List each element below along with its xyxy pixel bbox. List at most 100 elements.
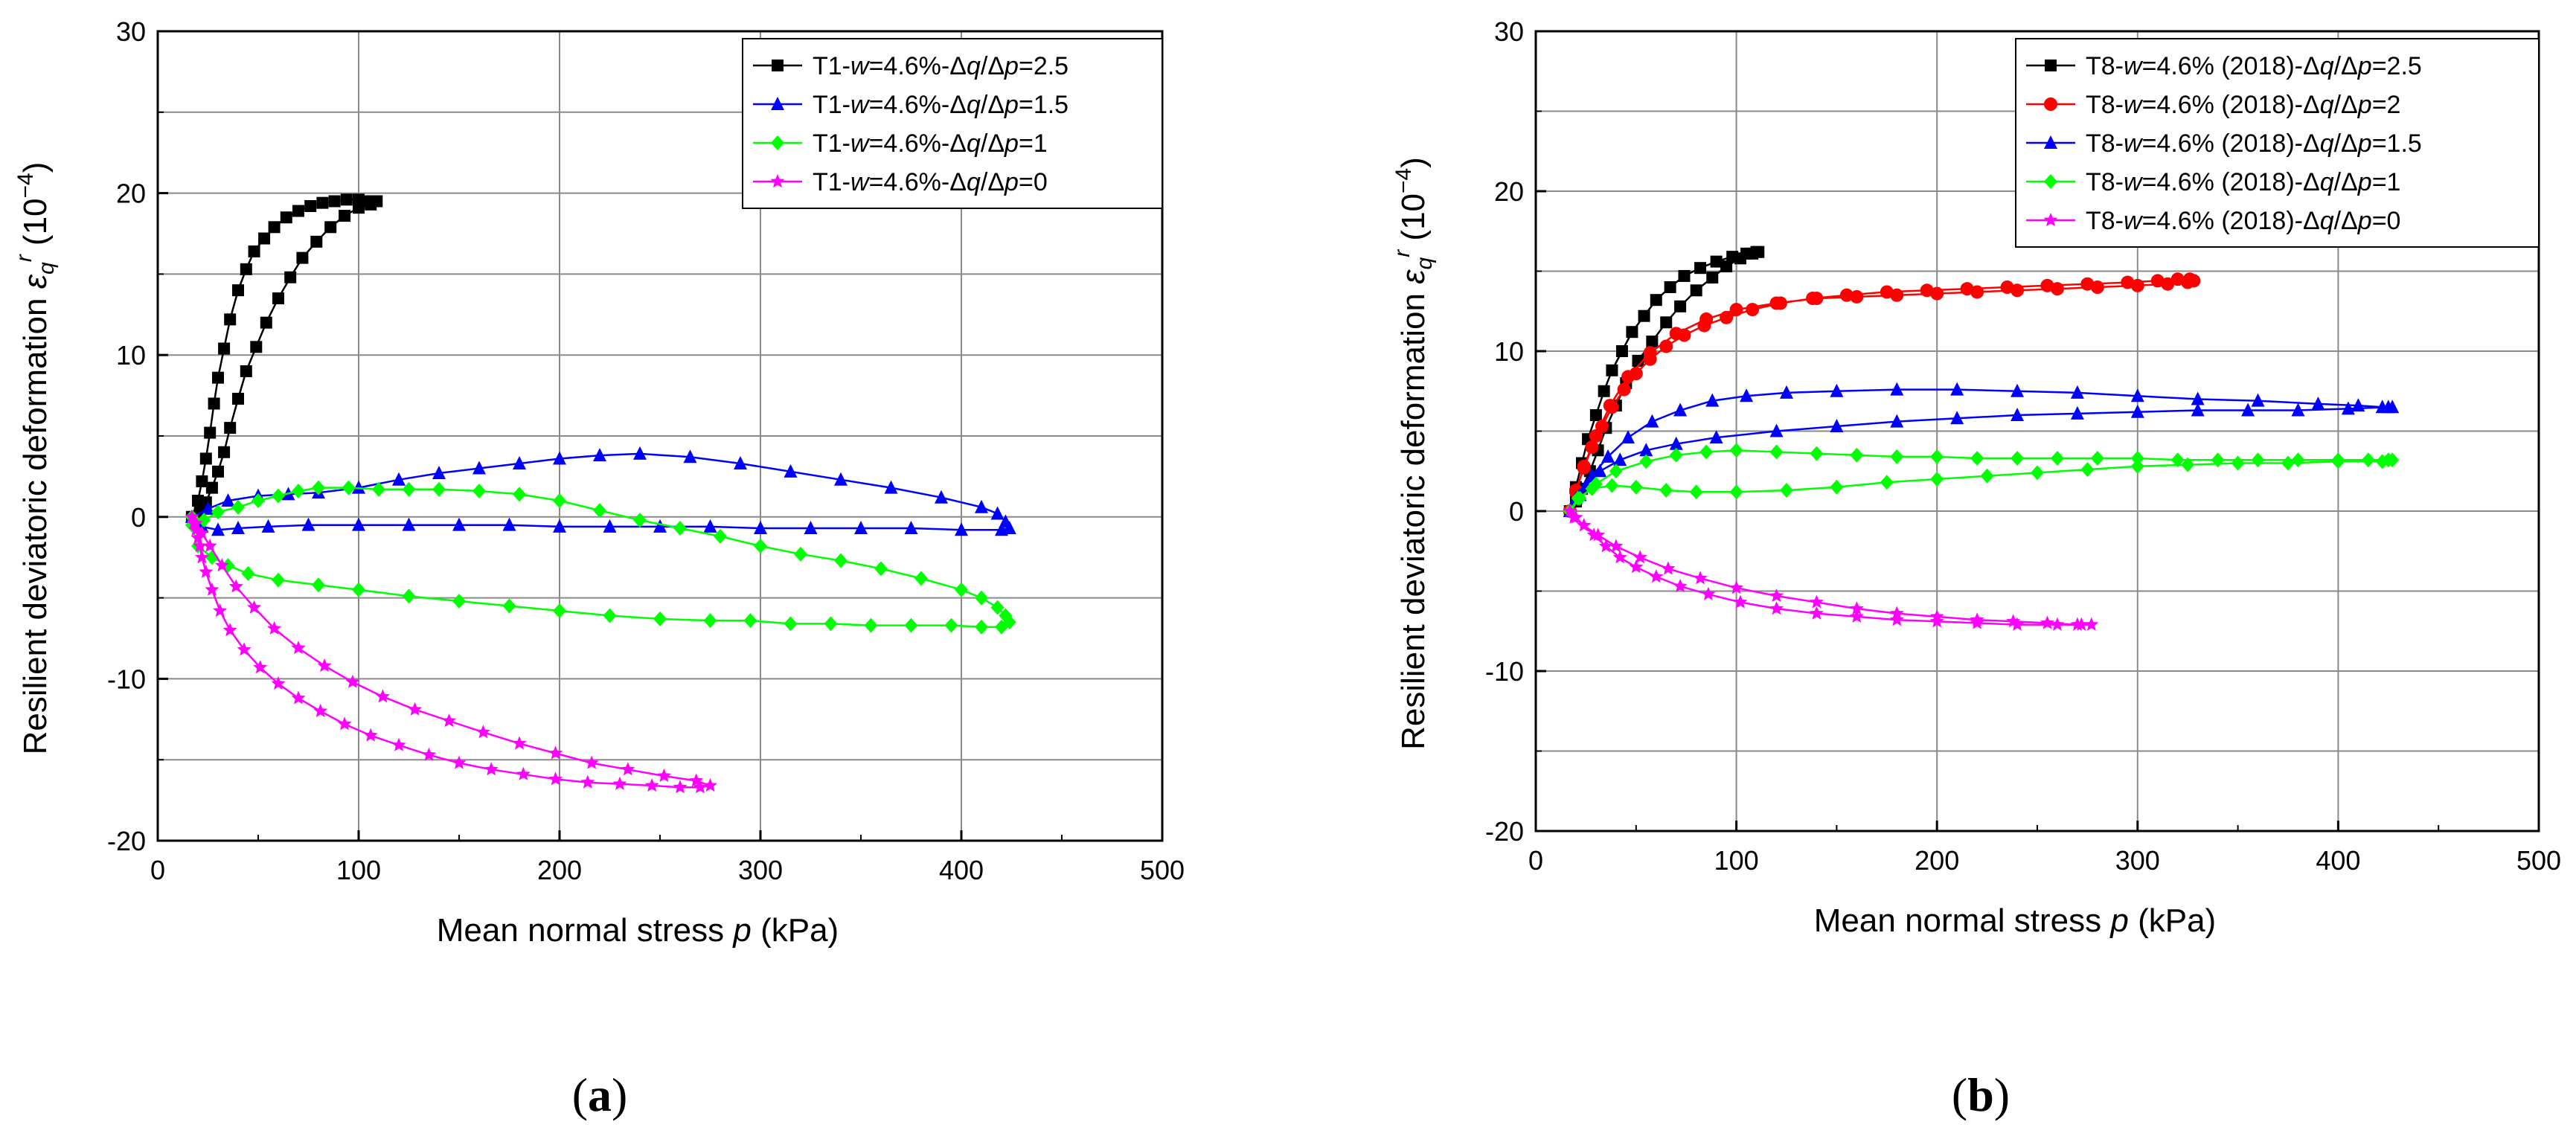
data-point xyxy=(1678,269,1691,282)
data-point xyxy=(1890,382,1904,396)
data-point xyxy=(995,619,1008,635)
data-point xyxy=(553,451,566,465)
data-point xyxy=(213,603,228,617)
data-point xyxy=(1673,579,1688,593)
data-point xyxy=(1660,316,1673,329)
legend-label: T8-w=4.6% (2018)-Δq/Δp=1 xyxy=(2086,168,2400,196)
data-point xyxy=(502,598,516,614)
legend-label-part: /Δ xyxy=(2334,52,2358,80)
data-point xyxy=(2050,282,2064,296)
data-point xyxy=(199,564,214,578)
data-point xyxy=(1699,312,1714,326)
legend-label-part: p xyxy=(1004,129,1019,158)
data-point xyxy=(1613,452,1627,466)
data-point xyxy=(1780,483,1793,498)
series-0 xyxy=(185,193,383,523)
data-point xyxy=(1734,252,1746,265)
data-point xyxy=(1601,449,1615,463)
data-point xyxy=(1699,444,1714,460)
y-tick-label: 30 xyxy=(1494,16,1524,47)
data-point xyxy=(231,521,245,535)
data-point xyxy=(402,481,416,497)
data-point xyxy=(241,565,255,581)
data-point xyxy=(201,501,215,515)
series-line xyxy=(1569,510,2092,626)
data-point xyxy=(272,292,284,305)
data-point xyxy=(603,608,617,623)
data-point xyxy=(580,774,595,789)
legend-label-part: w xyxy=(850,129,871,158)
data-point xyxy=(603,519,617,533)
data-point xyxy=(1669,327,1683,341)
x-axis-title-part: (kPa) xyxy=(752,912,839,949)
y-axis-title: Resilient deviatoric deformation εqr (10… xyxy=(1390,157,1437,750)
data-point xyxy=(342,480,356,495)
data-point xyxy=(743,613,757,629)
data-point xyxy=(734,455,747,469)
data-point xyxy=(1809,594,1824,609)
data-point xyxy=(452,593,466,609)
y-tick-label: 30 xyxy=(116,16,146,47)
x-axis-title-part: (kPa) xyxy=(2129,902,2216,939)
data-point xyxy=(975,590,988,606)
data-point xyxy=(1930,449,1944,464)
data-point xyxy=(1563,504,1577,518)
data-point xyxy=(1595,420,1609,434)
legend-label-part: T8- xyxy=(2086,168,2124,196)
data-point xyxy=(212,465,224,478)
data-point xyxy=(232,284,244,297)
data-point xyxy=(1830,479,1844,495)
data-point xyxy=(1626,326,1638,339)
y-axis-title: Resilient deviatoric deformation εqr (10… xyxy=(12,162,59,755)
data-point xyxy=(1617,382,1631,397)
data-point xyxy=(548,772,563,786)
data-point xyxy=(653,519,667,533)
data-point xyxy=(313,703,328,717)
data-point xyxy=(502,517,516,531)
data-point xyxy=(442,713,456,728)
data-point xyxy=(1646,336,1659,348)
data-point xyxy=(193,539,208,553)
data-point xyxy=(452,755,467,769)
y-tick-label: -20 xyxy=(1485,816,1524,847)
data-point xyxy=(864,617,878,633)
data-point xyxy=(402,517,416,531)
data-point xyxy=(1810,446,1824,461)
data-point xyxy=(2130,458,2144,474)
series-line xyxy=(1569,278,2197,512)
legend-label-part: w xyxy=(2124,129,2144,158)
data-point xyxy=(222,623,237,637)
legend-label: T8-w=4.6% (2018)-Δq/Δp=1.5 xyxy=(2086,129,2422,158)
data-point xyxy=(2191,391,2205,405)
legend-label-part: w xyxy=(850,91,871,119)
data-point xyxy=(1890,414,1904,428)
data-point xyxy=(884,480,898,494)
data-point xyxy=(2375,454,2389,469)
data-point xyxy=(1621,430,1635,444)
data-point xyxy=(2011,383,2025,397)
legend-label-part: T1- xyxy=(813,129,850,158)
legend-label-part: p xyxy=(2357,91,2372,119)
data-point xyxy=(714,528,727,544)
data-point xyxy=(194,550,209,564)
data-point xyxy=(280,211,292,224)
chart-panel-a: 0 100 200 300 400 500 -20 -10 0 10 20 30 Mean normal… xyxy=(12,16,1185,1121)
data-point xyxy=(1720,310,1734,324)
data-point xyxy=(1830,383,1844,397)
data-point xyxy=(221,493,235,507)
data-point xyxy=(1929,614,1944,628)
legend-label-part: q xyxy=(2320,207,2334,235)
data-point xyxy=(1609,463,1623,479)
data-point xyxy=(1709,430,1723,444)
data-point xyxy=(2251,452,2265,468)
data-point xyxy=(268,221,281,234)
legend-label-part: w xyxy=(2124,207,2144,235)
data-point xyxy=(205,481,218,494)
legend-label-part: /Δ xyxy=(981,168,1005,196)
data-point xyxy=(1621,370,1635,384)
data-point xyxy=(1639,454,1653,469)
data-point xyxy=(1880,475,1894,490)
legend-label-part: p xyxy=(2357,207,2372,235)
legend-label-part: =4.6%-Δ xyxy=(869,129,967,158)
data-point xyxy=(990,600,1005,615)
